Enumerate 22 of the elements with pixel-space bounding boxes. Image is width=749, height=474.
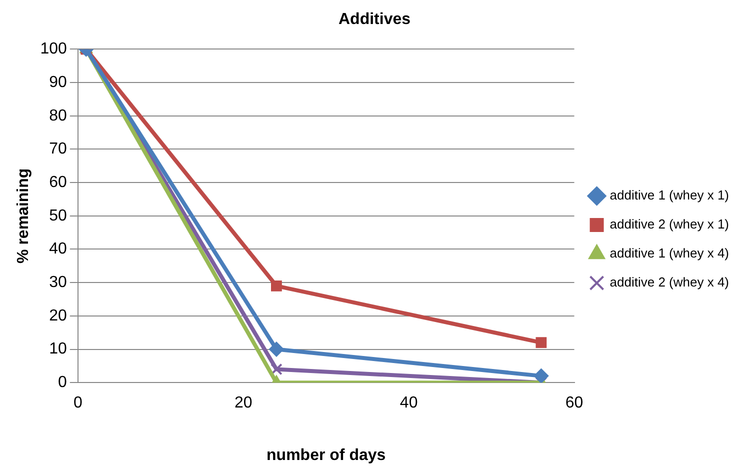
x-tick-label: 0: [73, 394, 82, 412]
x-tick-label: 60: [565, 394, 584, 412]
y-tick-label: 100: [40, 40, 67, 58]
legend-label: additive 1 (whey x 1): [610, 188, 730, 203]
x-tick-label: 20: [234, 394, 252, 412]
y-tick-label: 50: [49, 207, 67, 224]
y-tick-label: 30: [49, 274, 67, 291]
chart-title: Additives: [338, 11, 411, 28]
legend-label: additive 2 (whey x 4): [610, 274, 730, 290]
legend-label: additive 1 (whey x 4): [610, 246, 730, 261]
y-tick-label: 0: [58, 374, 67, 392]
legend-label: additive 2 (whey x 1): [610, 216, 730, 232]
y-tick-label: 80: [49, 107, 67, 124]
y-tick-label: 20: [49, 307, 67, 324]
y-tick-label: 60: [49, 174, 67, 191]
y-tick-label: 40: [49, 240, 67, 258]
y-tick-label: 90: [49, 74, 67, 91]
y-tick-label: 10: [49, 340, 67, 358]
x-tick-label: 40: [400, 394, 418, 412]
y-axis-title: % remaining: [15, 168, 32, 264]
y-tick-label: 70: [49, 140, 67, 158]
x-axis-title: number of days: [266, 446, 386, 464]
